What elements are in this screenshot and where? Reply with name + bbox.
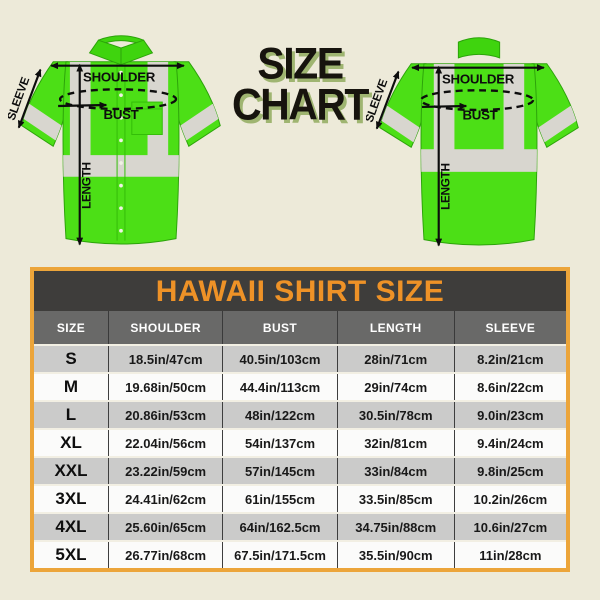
- back-collar: [457, 37, 501, 59]
- cell-sleeve: 11in/28cm: [453, 540, 566, 568]
- chest-pocket: [131, 101, 163, 135]
- bust-measure-ellipse: BUST: [419, 89, 535, 123]
- cell-shoulder: 26.77in/68cm: [107, 540, 223, 568]
- column-header-length: LENGTH: [336, 311, 455, 345]
- cell-length: 34.75in/88cm: [336, 512, 455, 541]
- cell-shoulder: 24.41in/62cm: [107, 484, 223, 513]
- cell-size: L: [34, 400, 109, 429]
- column-header-row: SIZE SHOULDER BUST LENGTH SLEEVE: [34, 311, 566, 345]
- cell-length: 32in/81cm: [336, 428, 455, 457]
- length-measure-arrow: LENGTH: [76, 63, 94, 246]
- length-measure-arrow: LENGTH: [435, 65, 453, 247]
- button-row: [119, 70, 123, 233]
- shoulder-measure-arrow: SHOULDER: [411, 64, 545, 86]
- cell-shoulder: 23.22in/59cm: [107, 456, 223, 485]
- hero-title: SIZE CHART: [226, 38, 374, 130]
- cell-bust: 44.4in/113cm: [222, 372, 338, 401]
- column-header-size: SIZE: [34, 311, 109, 345]
- cell-sleeve: 9.8in/25cm: [453, 456, 566, 485]
- cell-sleeve: 9.0in/23cm: [453, 400, 566, 429]
- shirt-back-graphic: [379, 37, 579, 246]
- cell-sleeve: 8.6in/22cm: [453, 372, 566, 401]
- cell-size: 5XL: [34, 540, 109, 568]
- cell-size: M: [34, 372, 109, 401]
- column-header-bust: BUST: [222, 311, 338, 345]
- cell-size: 3XL: [34, 484, 109, 513]
- size-row-xxl: XXL 23.22in/59cm 57in/145cm 33in/84cm 9.…: [34, 456, 566, 485]
- cell-shoulder: 25.60in/65cm: [107, 512, 223, 541]
- cell-bust: 54in/137cm: [222, 428, 338, 457]
- size-row-m: M 19.68in/50cm 44.4in/113cm 29in/74cm 8.…: [34, 372, 566, 401]
- size-row-s: S 18.5in/47cm 40.5in/103cm 28in/71cm 8.2…: [34, 344, 566, 373]
- shirt-back-illustration: SHOULDER SLEEVE BUST LENGTH: [366, 37, 579, 247]
- cell-bust: 48in/122cm: [222, 400, 338, 429]
- column-header-shoulder: SHOULDER: [107, 311, 223, 345]
- shoulder-label: SHOULDER: [442, 71, 515, 86]
- hero-title-line1: SIZE: [257, 38, 344, 89]
- cell-bust: 40.5in/103cm: [222, 344, 338, 373]
- hero-title-line2: CHART: [232, 79, 369, 130]
- cell-shoulder: 22.04in/56cm: [107, 428, 223, 457]
- cell-size: XL: [34, 428, 109, 457]
- cell-length: 35.5in/90cm: [336, 540, 455, 568]
- cell-length: 33.5in/85cm: [336, 484, 455, 513]
- size-row-4xl: 4XL 25.60in/65cm 64in/162.5cm 34.75in/88…: [34, 512, 566, 541]
- bust-label: BUST: [104, 107, 139, 122]
- cell-bust: 57in/145cm: [222, 456, 338, 485]
- cell-length: 29in/74cm: [336, 372, 455, 401]
- shoulder-label: SHOULDER: [83, 69, 156, 84]
- size-table: HAWAII SHIRT SIZE SIZE SHOULDER BUST LEN…: [30, 267, 570, 572]
- column-header-sleeve: SLEEVE: [453, 311, 566, 345]
- shirt-front-graphic: [21, 35, 221, 245]
- cell-bust: 67.5in/171.5cm: [222, 540, 338, 568]
- cell-length: 28in/71cm: [336, 344, 455, 373]
- cell-length: 30.5in/78cm: [336, 400, 455, 429]
- cell-size: 4XL: [34, 512, 109, 541]
- cell-shoulder: 18.5in/47cm: [107, 344, 223, 373]
- cell-length: 33in/84cm: [336, 456, 455, 485]
- size-table-title: HAWAII SHIRT SIZE: [34, 271, 566, 311]
- cell-sleeve: 10.6in/27cm: [453, 512, 566, 541]
- size-row-3xl: 3XL 24.41in/62cm 61in/155cm 33.5in/85cm …: [34, 484, 566, 513]
- cell-bust: 64in/162.5cm: [222, 512, 338, 541]
- cell-size: XXL: [34, 456, 109, 485]
- cell-sleeve: 10.2in/26cm: [453, 484, 566, 513]
- length-label: LENGTH: [440, 163, 453, 210]
- cell-sleeve: 8.2in/21cm: [453, 344, 566, 373]
- cell-shoulder: 20.86in/53cm: [107, 400, 223, 429]
- length-label: LENGTH: [81, 162, 94, 209]
- size-row-l: L 20.86in/53cm 48in/122cm 30.5in/78cm 9.…: [34, 400, 566, 429]
- bust-label: BUST: [463, 108, 498, 123]
- cell-bust: 61in/155cm: [222, 484, 338, 513]
- size-table-grid: SIZE SHOULDER BUST LENGTH SLEEVE S 18.5i…: [34, 311, 566, 568]
- bust-measure-ellipse: BUST: [58, 88, 178, 122]
- cell-sleeve: 9.4in/24cm: [453, 428, 566, 457]
- size-row-5xl: 5XL 26.77in/68cm 67.5in/171.5cm 35.5in/9…: [34, 540, 566, 568]
- cell-size: S: [34, 344, 109, 373]
- shirt-front-illustration: SHOULDER SLEEVE BUST LENGTH: [8, 35, 221, 246]
- shoulder-measure-arrow: SHOULDER: [50, 62, 185, 84]
- cell-shoulder: 19.68in/50cm: [107, 372, 223, 401]
- size-row-xl: XL 22.04in/56cm 54in/137cm 32in/81cm 9.4…: [34, 428, 566, 457]
- collar: [88, 35, 154, 66]
